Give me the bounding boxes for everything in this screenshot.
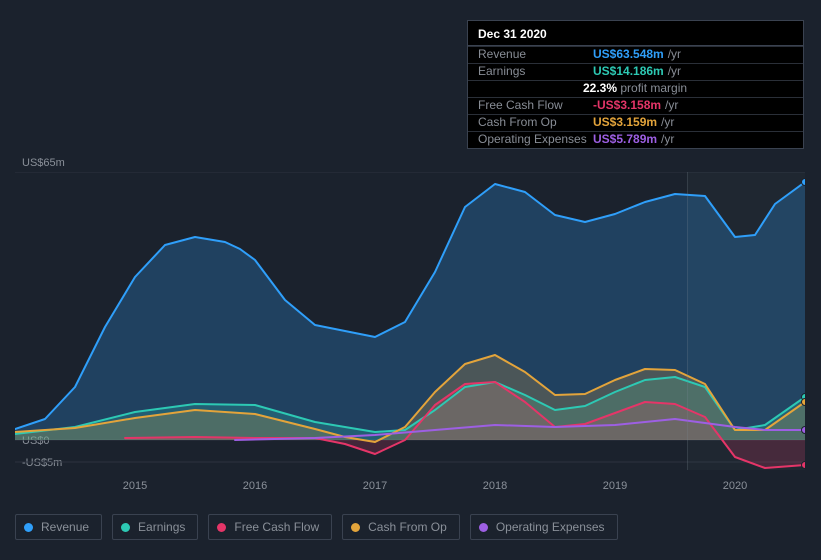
legend-dot-icon [24,523,33,532]
tooltip-unit: /yr [661,115,674,129]
legend-item[interactable]: Earnings [112,514,198,540]
tooltip-label: Revenue [478,47,593,61]
legend: Revenue Earnings Free Cash Flow Cash From O… [15,514,618,540]
tooltip-label: Operating Expenses [478,132,593,146]
tooltip-row: Free Cash Flow-US$3.158m/yr [468,97,803,114]
tooltip-row: Cash From OpUS$3.159m/yr [468,114,803,131]
legend-dot-icon [217,523,226,532]
legend-item[interactable]: Cash From Op [342,514,460,540]
tooltip-unit: /yr [668,47,681,61]
legend-item[interactable]: Operating Expenses [470,514,618,540]
tooltip-label: Free Cash Flow [478,98,593,112]
legend-dot-icon [351,523,360,532]
tooltip-value: -US$3.158m [593,98,661,112]
y-axis-label: US$65m [22,157,65,169]
legend-label: Operating Expenses [496,520,605,534]
tooltip-subrow: 22.3% profit margin [468,80,803,97]
tooltip-row: EarningsUS$14.186m/yr [468,63,803,80]
x-axis-label: 2016 [243,480,267,492]
x-axis-label: 2020 [723,480,747,492]
tooltip-row: Operating ExpensesUS$5.789m/yr [468,131,803,148]
x-axis-label: 2019 [603,480,627,492]
legend-label: Revenue [41,520,89,534]
tooltip-value: US$14.186m [593,64,664,78]
legend-label: Earnings [138,520,185,534]
x-axis-label: 2018 [483,480,507,492]
tooltip-unit: /yr [661,132,674,146]
tooltip-value: US$5.789m [593,132,657,146]
legend-item[interactable]: Revenue [15,514,102,540]
tooltip-value: US$63.548m [593,47,664,61]
tooltip-value: US$3.159m [593,115,657,129]
tooltip-date: Dec 31 2020 [468,21,803,46]
tooltip-row: RevenueUS$63.548m/yr [468,46,803,63]
tooltip-label: Earnings [478,64,593,78]
tooltip-unit: /yr [668,64,681,78]
legend-item[interactable]: Free Cash Flow [208,514,332,540]
legend-label: Free Cash Flow [234,520,319,534]
legend-dot-icon [121,523,130,532]
x-axis-label: 2017 [363,480,387,492]
tooltip-label: Cash From Op [478,115,593,129]
hover-line [687,172,688,470]
legend-label: Cash From Op [368,520,447,534]
legend-dot-icon [479,523,488,532]
x-axis-label: 2015 [123,480,147,492]
tooltip: Dec 31 2020RevenueUS$63.548m/yrEarningsU… [467,20,804,149]
tooltip-unit: /yr [665,98,678,112]
